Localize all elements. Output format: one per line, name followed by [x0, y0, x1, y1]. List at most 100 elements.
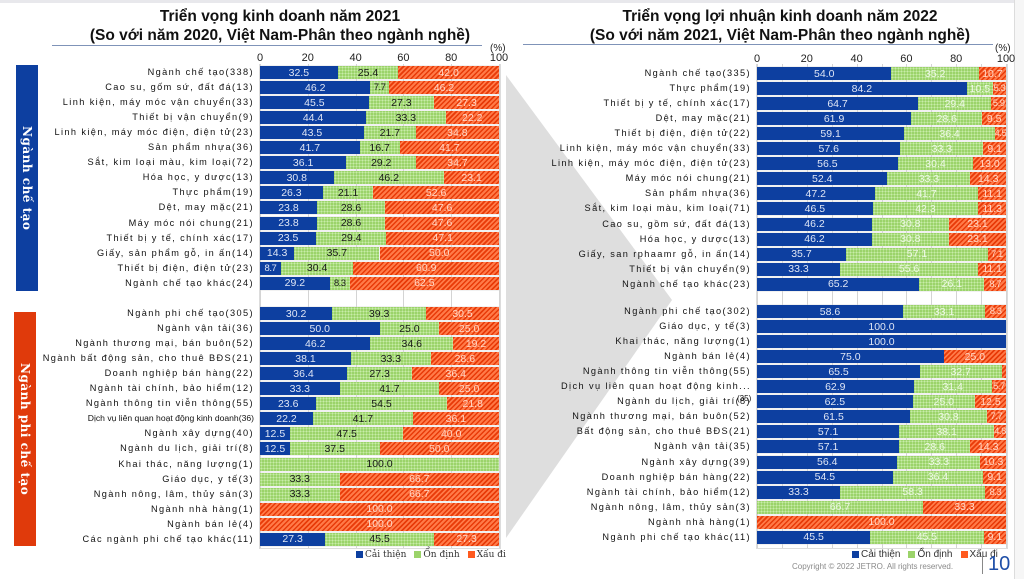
data-label: 28.6: [340, 201, 362, 214]
bar-segment-improve: 12.5: [260, 427, 290, 441]
chart-title-line1: Triển vọng kinh doanh năm 2021: [159, 8, 401, 25]
bar-segment-improve: 43.5: [260, 126, 364, 140]
category-label: Ngành phi chế tạo(302): [624, 306, 751, 316]
bar-segment-worse: [1001, 365, 1006, 379]
bar-segment-stable: 45.5: [870, 530, 984, 544]
bar-segment-stable: 41.7: [313, 412, 413, 426]
bar-segment-worse: 27.3: [433, 96, 500, 110]
bar-segment-worse: 34.7: [416, 156, 499, 170]
data-label: 33.3: [931, 142, 953, 155]
bar-segment-improve: 33.3: [260, 382, 340, 396]
x-tick-label: 80: [445, 52, 458, 64]
data-label: 57.1: [817, 425, 839, 438]
bar-segment-worse: 30.5: [426, 307, 499, 320]
data-label: 33.3: [289, 382, 310, 395]
unit-label: (%): [995, 43, 1011, 54]
bar-segment-worse: 36.4: [412, 367, 500, 381]
bar-segment-worse: 42.0: [398, 66, 499, 79]
data-label: 36.4: [939, 127, 960, 140]
data-label: 32.7: [950, 365, 972, 378]
bar-segment-improve: 56.5: [757, 157, 898, 171]
category-label: Linh kiện, máy móc vận chuyển(33): [559, 143, 751, 154]
category-label: Máy móc nói chung(21): [625, 173, 751, 184]
data-label: 100.0: [366, 518, 393, 531]
data-label: 50.0: [429, 442, 450, 455]
category-label: Doanh nghiệp bán hàng(22): [601, 471, 751, 482]
data-label: 33.3: [954, 501, 975, 514]
category-label: Ngành xây dựng(40): [144, 428, 254, 439]
data-label: 7.7: [990, 411, 1003, 423]
bar-segment-improve: 61.9: [757, 112, 912, 126]
data-label: 66.7: [829, 501, 851, 514]
data-label: 22.2: [276, 412, 297, 425]
data-label: 23.8: [278, 201, 299, 214]
data-label: 4.8: [994, 426, 1006, 438]
data-label: 8.7: [264, 262, 277, 274]
data-label: 65.5: [828, 365, 849, 378]
data-label: 14.3: [977, 172, 999, 185]
category-label: Linh kiện, máy móc vận chuyển(33): [62, 97, 254, 108]
data-label: 35.7: [326, 247, 348, 260]
data-label: 29.4: [944, 97, 965, 110]
bar-segment-improve: 62.9: [757, 380, 914, 394]
data-label: 5.9: [992, 98, 1005, 110]
bar-segment-improve: 65.5: [757, 365, 921, 379]
data-label: 75.0: [840, 350, 861, 363]
data-label: 54.0: [814, 67, 835, 80]
category-label: Linh kiện, máy móc điện, điện tử(23): [54, 127, 254, 138]
data-label: 62.9: [825, 380, 846, 393]
data-label: 100.0: [868, 335, 895, 348]
bar-segment-improve: 100.0: [757, 320, 1006, 334]
data-label: 46.2: [433, 81, 455, 94]
bar-segment-worse: 10.3: [980, 455, 1006, 469]
bar-segment-improve: 8.7: [260, 261, 281, 275]
data-label: 34.7: [447, 156, 468, 169]
gridline: [403, 64, 404, 548]
x-tick-label: 20: [800, 53, 813, 65]
bar-segment-improve: 54.0: [757, 67, 892, 80]
category-label: Dịch vụ liên quan hoạt động kinh...: [561, 381, 751, 392]
data-label: 29.2: [370, 156, 392, 169]
page-number: 10: [988, 553, 1011, 575]
data-label: 30.2: [285, 307, 307, 320]
data-label: 11.3: [982, 202, 1002, 215]
bar-segment-worse: 27.3: [433, 532, 500, 546]
bar-segment-worse: 9.1: [983, 530, 1007, 544]
x-tick-label: 40: [850, 53, 863, 65]
category-label: Dệt, may mặc(21): [655, 113, 751, 124]
data-label: 10.7: [982, 67, 1003, 80]
bar-segment-worse: 5.3: [992, 82, 1006, 96]
data-label: 10.5: [969, 82, 990, 95]
bar-segment-worse: 5.9: [991, 97, 1006, 111]
bar-segment-improve: 50.0: [260, 322, 380, 336]
bar-segment-stable: 27.3: [346, 367, 413, 381]
bar-segment-improve: 62.5: [757, 395, 913, 409]
bar-segment-stable: 30.8: [872, 217, 949, 231]
category-overflow-note: (35): [737, 394, 752, 403]
data-label: 22.2: [461, 111, 483, 124]
data-label: 55.6: [898, 263, 920, 276]
data-label: 10.3: [982, 456, 1004, 468]
bar-segment-worse: 8.7: [984, 277, 1006, 291]
bar-segment-improve: 46.2: [260, 81, 371, 95]
data-label: 33.3: [788, 263, 809, 276]
data-label: 23.1: [967, 233, 988, 246]
category-label: Ngành thương mại, bán buôn(52): [572, 411, 751, 422]
bar-segment-stable: 33.1: [902, 305, 986, 318]
data-label: 4.5: [994, 128, 1007, 140]
bar-segment-improve: 23.8: [260, 216, 317, 230]
bar-segment-stable: 34.6: [370, 337, 454, 351]
data-label: 50.0: [429, 247, 450, 260]
data-label: 36.4: [293, 367, 314, 380]
bar-segment-improve: 36.1: [260, 156, 347, 170]
category-label: Ngành chế tạo(335): [644, 68, 751, 78]
category-label: Ngành nông, lâm, thủy sản(3): [590, 501, 751, 512]
category-label: Hóa học, y dược(13): [142, 172, 254, 183]
data-label: 100.0: [366, 503, 393, 516]
data-label: 57.1: [817, 440, 839, 453]
bar-segment-improve: 46.2: [757, 217, 873, 231]
legend-label: Cải thiện: [365, 550, 407, 560]
bar-segment-worse: 34.8: [415, 126, 499, 140]
data-label: 84.2: [851, 82, 873, 95]
bar-segment-stable: 28.6: [899, 440, 971, 454]
